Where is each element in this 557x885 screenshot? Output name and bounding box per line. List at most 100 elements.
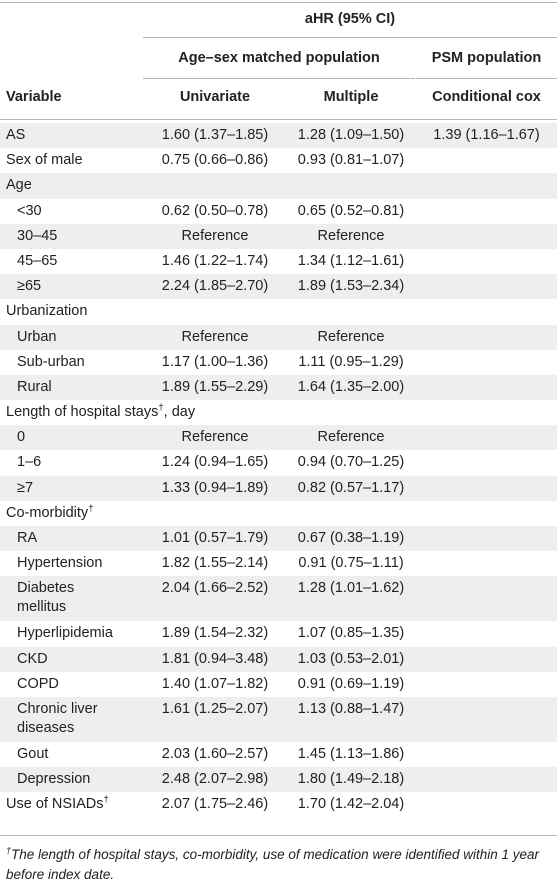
row-label: <30: [17, 199, 42, 224]
row-label: Rural: [17, 375, 52, 400]
row-label-text: ≥7: [17, 479, 34, 496]
table-row: Sex of male 0.75 (0.66–0.86) 0.93 (0.81–1.…: [0, 148, 557, 173]
multiple-cell: 0.82 (0.57–1.17): [297, 479, 405, 496]
row-label-text: 0: [17, 429, 26, 446]
footnote-marker: †: [6, 845, 12, 856]
table-row: ≥7 1.33 (0.94–1.89) 0.82 (0.57–1.17): [0, 475, 557, 501]
table-row: COPD 1.40 (1.07–1.82) 0.91 (0.69–1.19): [0, 672, 557, 697]
row-label-text: ≥65: [17, 278, 42, 295]
row-label-text: 1–6: [17, 454, 42, 471]
footnote-marker: †: [158, 402, 164, 414]
table-row: Use of NSIADs† 2.07 (1.75–2.46) 1.70 (1.42…: [0, 792, 557, 817]
univariate-cell: 1.61 (1.25–2.07): [161, 700, 269, 717]
row-label: ≥7: [17, 476, 33, 501]
row-label-text: Length of hospital stays: [6, 404, 159, 421]
row-label-line2: diseases: [17, 719, 75, 736]
univariate-cell: 1.17 (1.00–1.36): [161, 353, 269, 370]
multiple-cell: 1.80 (1.49–2.18): [297, 771, 405, 788]
row-label-text: Depression: [17, 771, 91, 788]
footnote-text: The length of hospital stays, co-morbidi…: [6, 847, 540, 882]
row-label: 30–45: [17, 224, 57, 249]
row-label-text: Co-morbidity: [6, 504, 89, 521]
table-row: Rural 1.89 (1.55–2.29) 1.64 (1.35–2.00): [0, 374, 557, 401]
row-label: Length of hospital stays†, day: [6, 400, 195, 425]
row-label-text: <30: [17, 202, 42, 219]
row-label-text: Sex of male: [6, 152, 83, 169]
row-label-text: CKD: [17, 650, 48, 667]
univariate-cell: 2.04 (1.66–2.52): [161, 580, 269, 597]
row-label: Gout: [17, 742, 48, 767]
row-label: 45–65: [17, 249, 57, 274]
table-row: 45–65 1.46 (1.22–1.74) 1.34 (1.12–1.61): [0, 249, 557, 274]
univariate-cell: 1.46 (1.22–1.74): [161, 252, 269, 269]
multiple-cell: 0.94 (0.70–1.25): [297, 454, 405, 471]
univariate-cell: Reference: [181, 227, 249, 244]
column-header-univariate: Univariate: [179, 89, 251, 105]
row-label: ≥65: [17, 274, 41, 299]
table-row: 30–45 Reference Reference: [0, 223, 557, 249]
row-label: Urbanization: [6, 299, 87, 324]
column-header-variable: Variable: [6, 89, 62, 105]
column-header-conditional-cox: Conditional cox: [432, 89, 541, 105]
multiple-cell: Reference: [317, 429, 385, 446]
univariate-cell: 2.07 (1.75–2.46): [161, 796, 269, 813]
row-label-text: Gout: [17, 745, 49, 762]
row-label-text: Hypertension: [17, 555, 103, 572]
table-row: Hypertension 1.82 (1.55–2.14) 0.91 (0.75–1…: [0, 551, 557, 576]
univariate-cell: 1.89 (1.54–2.32): [161, 625, 269, 642]
row-label-text: Diabetes: [17, 580, 75, 597]
multiple-cell: Reference: [317, 328, 385, 345]
group-rule: [143, 37, 557, 38]
table-row: Diabetes mellitus 2.04 (1.66–2.52) 1.28 (1.…: [0, 576, 557, 622]
row-label: CKD: [17, 647, 48, 672]
row-label: Urban: [17, 325, 57, 350]
table-row: Urbanization: [0, 299, 557, 324]
univariate-cell: 1.01 (0.57–1.79): [161, 530, 269, 546]
footnote: †The length of hospital stays, co-morbid…: [6, 845, 551, 885]
multiple-cell: 1.70 (1.42–2.04): [297, 796, 405, 813]
univariate-cell: 1.33 (0.94–1.89): [161, 479, 269, 496]
table-row: AS 1.60 (1.37–1.85) 1.28 (1.09–1.50) 1.39 (…: [0, 123, 557, 149]
row-label: Hypertension: [17, 551, 102, 576]
row-label: Sub-urban: [17, 350, 85, 375]
top-rule: [0, 2, 557, 3]
multiple-cell: 0.65 (0.52–0.81): [297, 202, 405, 219]
table-row: Gout 2.03 (1.60–2.57) 1.45 (1.13–1.86): [0, 742, 557, 767]
subgroup-rule-2: [416, 78, 557, 79]
group-header-ahr: aHR (95% CI): [304, 11, 396, 27]
table-row: Sub-urban 1.17 (1.00–1.36) 1.11 (0.95–1.29…: [0, 350, 557, 375]
row-label-text: 30–45: [17, 227, 58, 244]
row-label: 1–6: [17, 450, 41, 475]
table-row: <30 0.62 (0.50–0.78) 0.65 (0.52–0.81): [0, 199, 557, 224]
table-row: Hyperlipidemia 1.89 (1.54–2.32) 1.07 (0.85…: [0, 621, 557, 646]
row-label: Sex of male: [6, 148, 83, 173]
row-label: Depression: [17, 767, 90, 792]
row-label: AS: [6, 123, 25, 148]
row-label-text: Urban: [17, 328, 57, 345]
row-label: Age: [6, 173, 32, 198]
row-label: Co-morbidity†: [6, 501, 93, 526]
univariate-cell: 1.81 (0.94–3.48): [161, 650, 269, 667]
univariate-cell: 2.48 (2.07–2.98): [161, 771, 269, 788]
univariate-cell: 1.89 (1.55–2.29): [161, 378, 269, 395]
multiple-cell: 1.45 (1.13–1.86): [297, 745, 405, 762]
multiple-cell: 1.03 (0.53–2.01): [297, 650, 405, 667]
table-body: AS 1.60 (1.37–1.85) 1.28 (1.09–1.50) 1.39 (…: [0, 123, 557, 818]
row-label: Diabetes mellitus: [17, 579, 74, 617]
row-label-text: Urbanization: [6, 303, 88, 320]
bottom-rule: [0, 835, 557, 836]
table-row: Age: [0, 173, 557, 199]
row-label-text: RA: [17, 530, 38, 546]
row-label-line2: mellitus: [17, 599, 67, 616]
table-row: Length of hospital stays†, day: [0, 400, 557, 425]
row-label-suffix: , day: [163, 404, 196, 421]
table-row: Depression 2.48 (2.07–2.98) 1.80 (1.49–2.1…: [0, 767, 557, 793]
row-label-text: Use of NSIADs: [6, 796, 104, 813]
table-row: Urban Reference Reference: [0, 324, 557, 350]
table-row: CKD 1.81 (0.94–3.48) 1.03 (0.53–2.01): [0, 646, 557, 672]
table-row: Co-morbidity†: [0, 501, 557, 526]
multiple-cell: 1.64 (1.35–2.00): [297, 378, 405, 395]
table-row: Chronic liver diseases 1.61 (1.25–2.07) 1.1…: [0, 696, 557, 742]
multiple-cell: 0.91 (0.75–1.11): [298, 555, 404, 572]
univariate-cell: 2.03 (1.60–2.57): [161, 745, 269, 762]
